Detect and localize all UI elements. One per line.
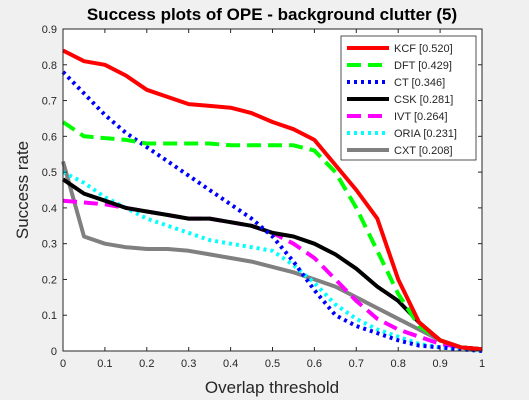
series-line-1 bbox=[61, 120, 483, 352]
x-tick-label: 0 bbox=[60, 358, 66, 370]
x-axis-label: Overlap threshold bbox=[205, 378, 339, 397]
y-tick-label: 0.7 bbox=[42, 96, 57, 108]
x-tick-label: 0.5 bbox=[265, 358, 280, 370]
y-axis-label: Success rate bbox=[13, 141, 32, 239]
legend-label-0: KCF [0.520] bbox=[394, 43, 453, 55]
y-tick-label: 0 bbox=[51, 346, 57, 358]
series-line-2 bbox=[61, 70, 483, 353]
ticks: 0 0.1 0.2 0.3 0.4 0.5 0.6 0.7 0.8 0.9 1 0 0.1 0.2 0.3 0… bbox=[42, 24, 485, 370]
y-tick-label: 0.5 bbox=[42, 167, 57, 179]
series-line-5 bbox=[62, 170, 483, 353]
x-tick-label: 0.9 bbox=[432, 358, 447, 370]
y-tick-label: 0.1 bbox=[42, 310, 57, 322]
y-tick-label: 0.4 bbox=[42, 203, 57, 215]
x-tick-label: 0.4 bbox=[223, 358, 238, 370]
y-tick-label: 0.2 bbox=[42, 274, 57, 286]
chart-title: Success plots of OPE - background clutte… bbox=[87, 5, 457, 24]
x-tick-label: 0.3 bbox=[181, 358, 196, 370]
y-tick-label: 0.8 bbox=[42, 60, 57, 72]
legend: KCF [0.520] DFT [0.429] CT [0.346] CSK [0.2… bbox=[340, 35, 477, 161]
legend-label-5: ORIA [0.231] bbox=[394, 128, 457, 140]
legend-label-3: CSK [0.281] bbox=[394, 94, 453, 106]
legend-label-4: IVT [0.264] bbox=[394, 111, 448, 123]
y-tick-label: 0.9 bbox=[42, 24, 57, 36]
x-tick-label: 0.1 bbox=[97, 358, 112, 370]
series-line-6 bbox=[61, 160, 483, 352]
y-tick-label: 0.6 bbox=[42, 131, 57, 143]
x-tick-label: 0.2 bbox=[139, 358, 154, 370]
y-tick-label: 0.3 bbox=[42, 239, 57, 251]
x-tick-label: 0.6 bbox=[307, 358, 322, 370]
legend-label-2: CT [0.346] bbox=[394, 77, 445, 89]
legend-label-6: CXT [0.208] bbox=[394, 145, 453, 157]
series-layer bbox=[61, 48, 483, 353]
x-tick-label: 0.8 bbox=[391, 358, 406, 370]
x-tick-label: 0.7 bbox=[349, 358, 364, 370]
legend-label-1: DFT [0.429] bbox=[394, 60, 452, 72]
series-line-0 bbox=[62, 48, 483, 352]
x-tick-label: 1 bbox=[479, 358, 485, 370]
